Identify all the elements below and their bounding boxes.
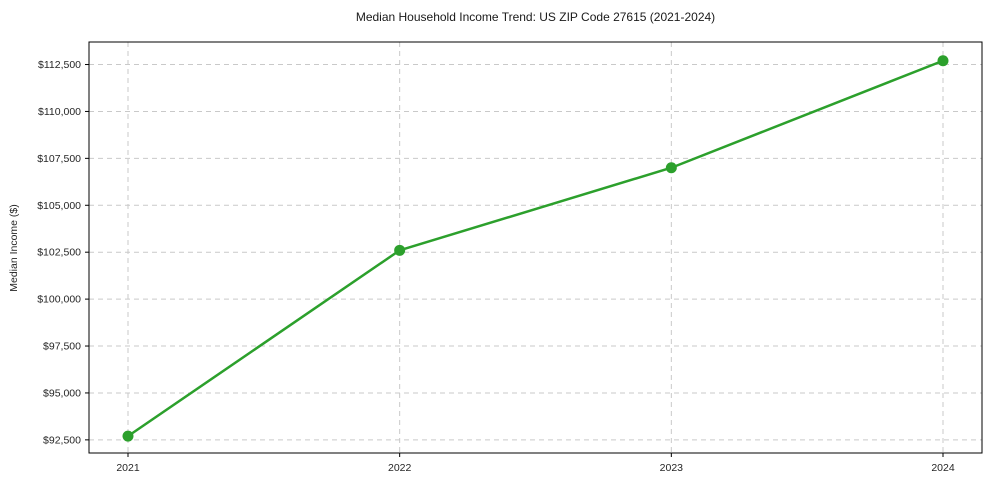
data-point-marker [937,55,949,67]
x-tick-label: 2024 [931,462,955,474]
trend-line [126,59,945,438]
data-point-marker [394,244,406,256]
y-tick-label: $100,000 [37,294,81,306]
x-tick-label: 2021 [116,462,140,474]
y-tick-label: $110,000 [38,106,81,118]
x-tick-label: 2023 [660,462,684,474]
y-tick-label: $95,000 [43,387,81,399]
data-point-marker [665,162,677,174]
y-tick-label: $107,500 [37,153,81,165]
y-tick-label: $97,500 [43,341,81,353]
y-tick-label: $105,000 [37,200,81,212]
x-tick-label: 2022 [388,462,412,474]
chart-title: Median Household Income Trend: US ZIP Co… [355,10,716,24]
plot-border [88,41,983,454]
y-tick-label: $92,500 [43,434,81,446]
y-tick-label: $102,500 [37,247,81,259]
y-tick-label: $112,500 [38,59,81,71]
data-point-marker [122,430,134,442]
y-axis-label: Median Income ($) [8,204,20,292]
